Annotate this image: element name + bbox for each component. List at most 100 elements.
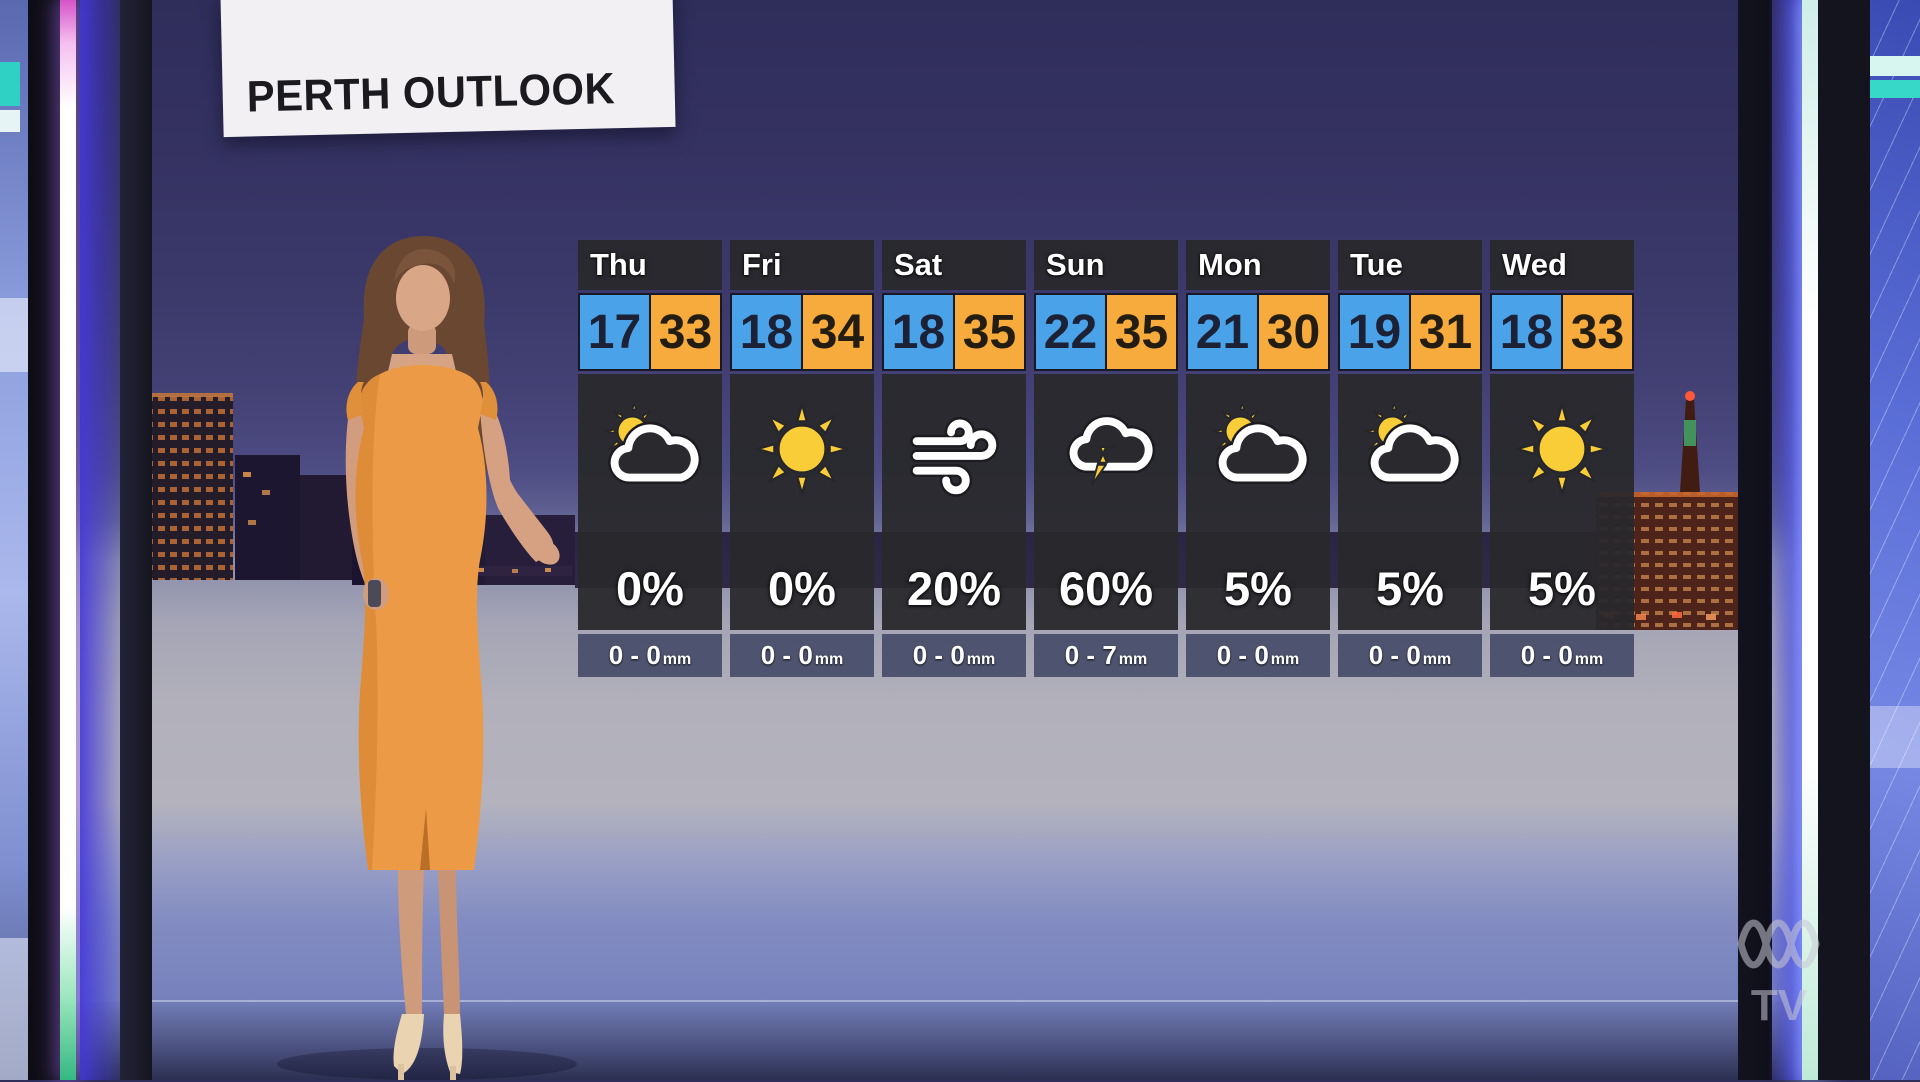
wall-floor-seam [150, 1000, 1740, 1002]
right-pillar-frame [1818, 0, 1870, 1080]
min-temp: 18 [884, 295, 955, 369]
left-screen-highlight [0, 298, 28, 372]
min-temp: 18 [1492, 295, 1563, 369]
rain-chance: 0% [768, 562, 836, 615]
forecast-day-column: Sun 22 35 60% 0 - 7 mm [1034, 240, 1178, 677]
windy-icon [895, 398, 1013, 500]
rain-range: 0 - 7 mm [1034, 634, 1178, 677]
led-strip [1802, 0, 1818, 1080]
rain-range-value: 0 - 0 [1216, 640, 1269, 670]
rain-range-unit: mm [662, 651, 692, 668]
condition-panel: 5% [1490, 374, 1634, 630]
led-strip [60, 0, 76, 1080]
rain-chance: 5% [1376, 562, 1444, 615]
max-temp: 35 [1107, 295, 1176, 369]
rain-range-value: 0 - 0 [760, 640, 813, 670]
rain-range-value: 0 - 0 [912, 640, 965, 670]
presenter-clicker [368, 580, 381, 607]
studio-right-pillar [1738, 0, 1920, 1080]
left-pillar-frame [28, 0, 60, 1080]
rain-range-value: 0 - 7 [1064, 640, 1117, 670]
min-temp: 22 [1036, 295, 1107, 369]
max-temp: 31 [1411, 295, 1480, 369]
sunny-icon [743, 398, 861, 500]
studio-floor [0, 1002, 1920, 1080]
rain-range-unit: mm [1574, 651, 1604, 668]
title-card: PERTH OUTLOOK [220, 0, 676, 138]
condition-panel: 0% [730, 374, 874, 630]
left-pillar-frame [120, 0, 152, 1080]
condition-panel: 5% [1186, 374, 1330, 630]
temps: 19 31 [1338, 293, 1482, 371]
rain-range: 0 - 0 mm [1490, 634, 1634, 677]
rain-range: 0 - 0 mm [1338, 634, 1482, 677]
rain-chance: 0% [616, 562, 684, 615]
condition-panel: 60% [1034, 374, 1178, 630]
right-pillar-frame [1738, 0, 1772, 1080]
min-temp: 17 [580, 295, 651, 369]
left-screen-teal-bar [0, 62, 20, 106]
forecast-day-column: Thu 17 33 0% 0 - 0 mm [578, 240, 722, 677]
temps: 18 33 [1490, 293, 1634, 371]
partly-cloudy-icon [1351, 398, 1469, 500]
weather-presenter [277, 236, 577, 1080]
left-edge-screen [0, 0, 28, 1080]
storm-icon [1047, 398, 1165, 500]
rain-range-value: 0 - 0 [1368, 640, 1421, 670]
day-label: Sun [1034, 240, 1178, 290]
temps: 18 35 [882, 293, 1026, 371]
day-label: Wed [1490, 240, 1634, 290]
max-temp: 35 [955, 295, 1024, 369]
condition-panel: 20% [882, 374, 1026, 630]
forecast-day-column: Sat 18 35 20% 0 - 0 mm [882, 240, 1026, 677]
right-screen-teal-bar [1870, 80, 1920, 98]
day-label: Fri [730, 240, 874, 290]
sunny-icon [1503, 398, 1621, 500]
rain-range: 0 - 0 mm [882, 634, 1026, 677]
tv-logo-text: TV [1751, 981, 1808, 1030]
forecast-day-column: Fri 18 34 0% 0 - 0 mm [730, 240, 874, 677]
rain-range-value: 0 - 0 [608, 640, 661, 670]
min-temp: 19 [1340, 295, 1411, 369]
temps: 22 35 [1034, 293, 1178, 371]
rain-range-value: 0 - 0 [1520, 640, 1573, 670]
rain-chance: 5% [1528, 562, 1596, 615]
max-temp: 30 [1259, 295, 1328, 369]
left-screen-highlight [0, 938, 28, 1080]
right-edge-screen [1870, 0, 1920, 1080]
max-temp: 33 [651, 295, 720, 369]
day-label: Sat [882, 240, 1026, 290]
studio-left-pillar [0, 0, 152, 1080]
left-screen-white-bar [0, 110, 20, 132]
day-label: Tue [1338, 240, 1482, 290]
temps: 18 34 [730, 293, 874, 371]
temps: 17 33 [578, 293, 722, 371]
max-temp: 33 [1563, 295, 1632, 369]
rain-chance: 5% [1224, 562, 1292, 615]
right-screen-white-bar [1870, 56, 1920, 76]
day-label: Mon [1186, 240, 1330, 290]
temps: 21 30 [1186, 293, 1330, 371]
blue-glow-strip [80, 0, 126, 1080]
rain-chance: 20% [906, 562, 1002, 615]
forecast-day-column: Tue 19 31 5% 0 - 0 mm [1338, 240, 1482, 677]
forecast-day-column: Wed 18 33 5% 0 - 0 mm [1490, 240, 1634, 677]
right-screen-highlight [1870, 706, 1920, 768]
rain-range-unit: mm [1270, 651, 1300, 668]
rain-range: 0 - 0 mm [578, 634, 722, 677]
rain-range-unit: mm [966, 651, 996, 668]
max-temp: 34 [803, 295, 872, 369]
day-label: Thu [578, 240, 722, 290]
blue-glow-strip [1768, 0, 1802, 1080]
rain-chance: 60% [1058, 562, 1154, 615]
rain-range-unit: mm [814, 651, 844, 668]
condition-panel: 5% [1338, 374, 1482, 630]
rain-range: 0 - 0 mm [1186, 634, 1330, 677]
page-title: PERTH OUTLOOK [246, 64, 616, 122]
partly-cloudy-icon [591, 398, 709, 500]
min-temp: 21 [1188, 295, 1259, 369]
rain-range: 0 - 0 mm [730, 634, 874, 677]
abc-tv-logo: TV [1737, 919, 1820, 1030]
rain-range-unit: mm [1118, 651, 1148, 668]
